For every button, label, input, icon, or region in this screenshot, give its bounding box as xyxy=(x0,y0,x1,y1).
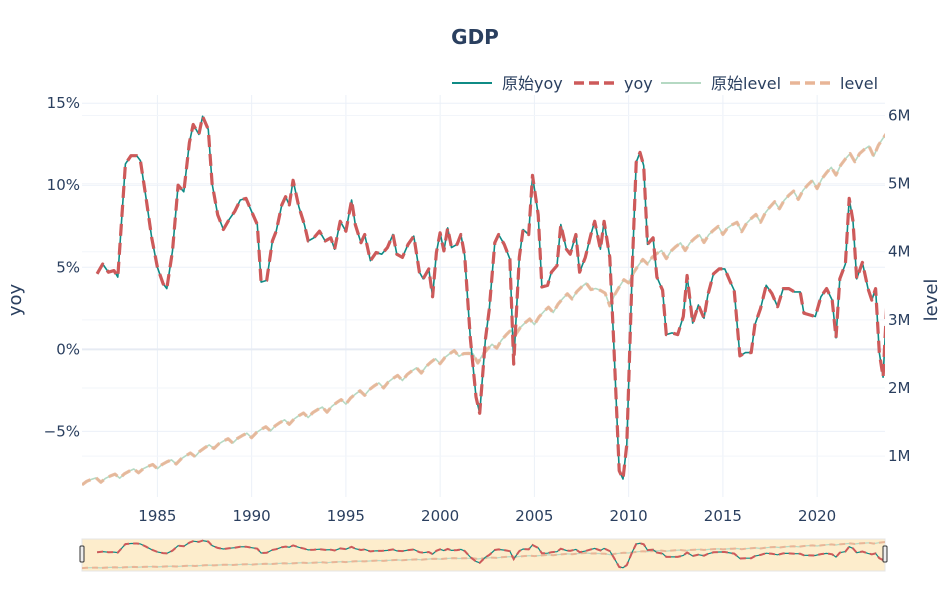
legend-item-2[interactable]: 原始level xyxy=(661,74,781,93)
y-axis-left-title: yoy xyxy=(5,283,26,316)
legend-item-3[interactable]: level xyxy=(790,74,878,93)
legend-label: level xyxy=(840,74,878,93)
y-right-tick-label: 6M xyxy=(888,106,911,124)
x-tick-label: 2020 xyxy=(798,507,836,525)
y-right-tick-label: 5M xyxy=(888,175,911,193)
y-right-tick-label: 1M xyxy=(888,447,911,465)
legend-item-1[interactable]: yoy xyxy=(574,74,653,93)
x-tick-label: 1985 xyxy=(138,507,176,525)
y-right-tick-label: 3M xyxy=(888,311,911,329)
slider-series-3 xyxy=(82,540,885,570)
chart-title: GDP xyxy=(451,25,499,49)
y-left-tick-label: −5% xyxy=(44,422,80,440)
grid xyxy=(82,95,885,497)
legend-label: 原始level xyxy=(711,74,781,93)
y-right-tick-label: 4M xyxy=(888,243,911,261)
y-left-tick-label: 0% xyxy=(56,340,80,358)
legend-label: yoy xyxy=(624,74,653,93)
x-tick-label: 1995 xyxy=(327,507,365,525)
x-tick-label: 2005 xyxy=(515,507,553,525)
x-tick-label: 2000 xyxy=(421,507,459,525)
x-tick-label: 1990 xyxy=(233,507,271,525)
series-line-0[interactable] xyxy=(96,115,896,480)
x-tick-label: 2010 xyxy=(610,507,648,525)
legend-item-0[interactable]: 原始yoy xyxy=(452,74,563,93)
y-axis-right: 6M 5M 4M 3M 2M 1M xyxy=(888,106,911,465)
y-left-tick-label: 15% xyxy=(47,94,80,112)
x-axis: 1985 1990 1995 2000 2005 2010 2015 2020 xyxy=(138,507,836,525)
range-slider-left-handle[interactable] xyxy=(79,545,85,563)
legend[interactable]: 原始yoy yoy 原始level level xyxy=(452,74,878,93)
y-axis-right-title: level xyxy=(921,279,942,322)
series-line-3[interactable] xyxy=(82,124,897,487)
slider-series-1 xyxy=(96,539,885,569)
y-right-tick-label: 2M xyxy=(888,379,911,397)
range-slider[interactable] xyxy=(79,538,897,572)
series-line-1[interactable] xyxy=(95,114,896,481)
y-left-tick-label: 5% xyxy=(56,258,80,276)
range-slider-preview xyxy=(82,539,885,570)
legend-label: 原始yoy xyxy=(502,74,563,93)
y-left-tick-label: 10% xyxy=(47,176,80,194)
plot-area[interactable] xyxy=(82,114,897,487)
range-slider-right-handle[interactable] xyxy=(882,545,888,563)
y-axis-left: 15% 10% 5% 0% −5% xyxy=(44,94,80,440)
x-tick-label: 2015 xyxy=(704,507,742,525)
